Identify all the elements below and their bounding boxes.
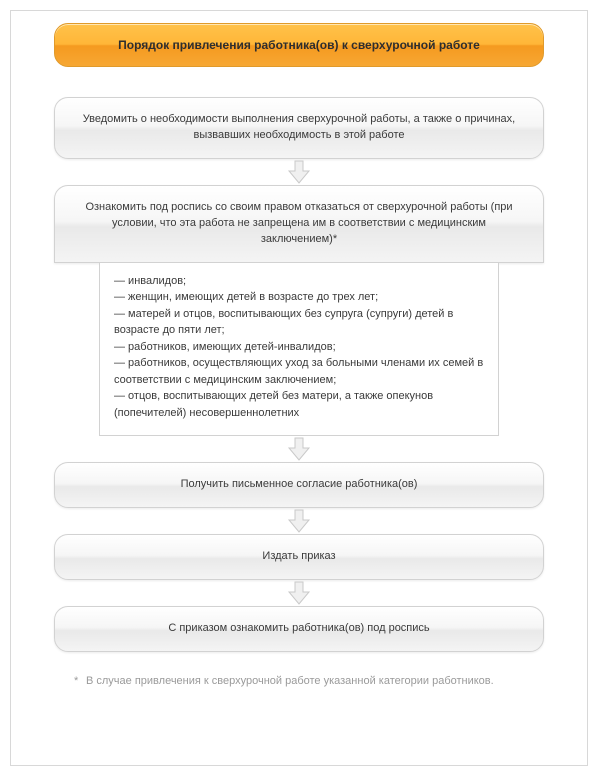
footnote: * В случае привлечения к сверхурочной ра… bbox=[54, 674, 544, 690]
list-item: — матерей и отцов, воспитывающих без суп… bbox=[114, 306, 484, 339]
list-item: — работников, имеющих детей-инвалидов; bbox=[114, 339, 484, 356]
step-3: Получить письменное согласие работника(о… bbox=[54, 462, 544, 508]
outer-frame: Порядок привлечения работника(ов) к свер… bbox=[10, 10, 588, 766]
footnote-marker: * bbox=[74, 674, 86, 690]
flowchart-column: Порядок привлечения работника(ов) к свер… bbox=[11, 11, 587, 690]
arrow-down-icon bbox=[286, 159, 312, 185]
list-item: — женщин, имеющих детей в возрасте до тр… bbox=[114, 289, 484, 306]
arrow-down-icon bbox=[286, 580, 312, 606]
step-2-text: Ознакомить под роспись со своим правом о… bbox=[85, 201, 512, 245]
step-3-text: Получить письменное согласие работника(о… bbox=[181, 478, 418, 490]
step-4: Издать приказ bbox=[54, 534, 544, 580]
title-text: Порядок привлечения работника(ов) к свер… bbox=[118, 38, 480, 52]
step-1: Уведомить о необходимости выполнения све… bbox=[54, 97, 544, 159]
title-box: Порядок привлечения работника(ов) к свер… bbox=[54, 23, 544, 67]
list-item: — работников, осуществляющих уход за бол… bbox=[114, 355, 484, 388]
step-1-text: Уведомить о необходимости выполнения све… bbox=[83, 113, 515, 141]
step-5: С приказом ознакомить работника(ов) под … bbox=[54, 606, 544, 652]
footnote-text: В случае привлечения к сверхурочной рабо… bbox=[86, 674, 534, 690]
list-item: — инвалидов; bbox=[114, 273, 484, 290]
step-5-text: С приказом ознакомить работника(ов) под … bbox=[168, 622, 429, 634]
list-item: — отцов, воспитывающих детей без матери,… bbox=[114, 388, 484, 421]
step-4-text: Издать приказ bbox=[262, 550, 335, 562]
arrow-down-icon bbox=[286, 508, 312, 534]
step-2: Ознакомить под роспись со своим правом о… bbox=[54, 185, 544, 263]
arrow-down-icon bbox=[286, 436, 312, 462]
categories-list: — инвалидов; — женщин, имеющих детей в в… bbox=[99, 263, 499, 437]
